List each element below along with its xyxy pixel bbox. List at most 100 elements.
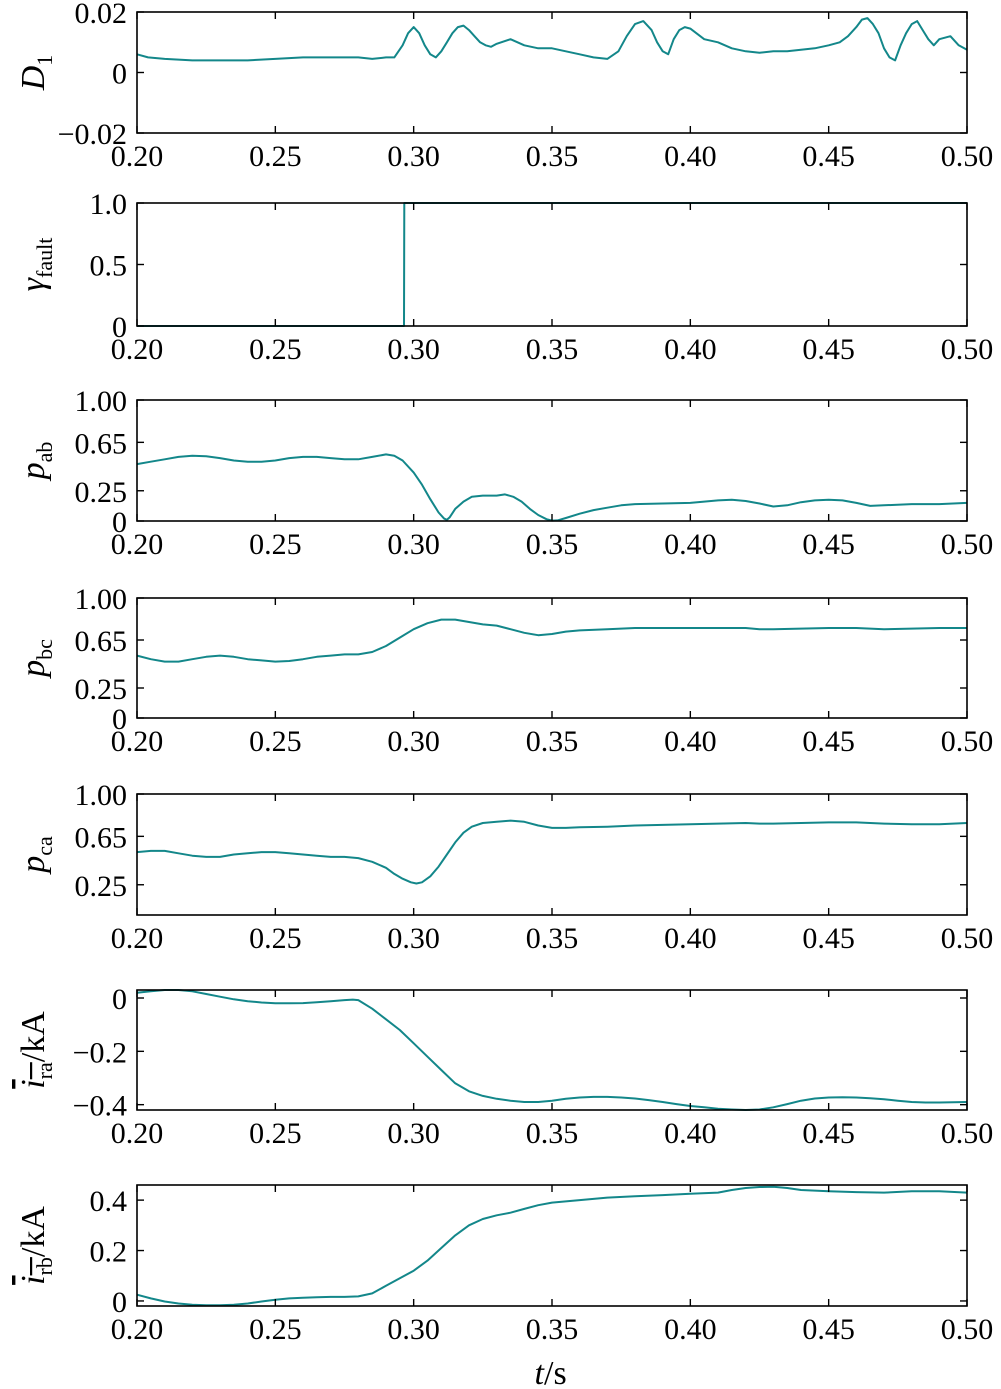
y-axis-label-symbol: i (15, 1275, 52, 1284)
x-tick-label: 0.50 (941, 1117, 994, 1150)
y-axis-label-symbol: i (15, 1079, 52, 1088)
y-axis-label-subscript: ca (32, 836, 57, 856)
x-tick-label: 0.40 (664, 922, 717, 955)
series-line-4-1 (136, 618, 967, 663)
series-line-6-1 (136, 989, 968, 1111)
y-tick-label: 0.02 (75, 0, 128, 30)
x-tick-label: 0.25 (249, 725, 302, 758)
series-line-7-1 (136, 1185, 968, 1307)
y-tick-label: 0 (112, 703, 127, 736)
y-axis-label: pab (15, 442, 57, 482)
x-tick-label: 0.40 (664, 1313, 717, 1346)
x-tick-label: 0.40 (664, 528, 717, 561)
y-tick-label: 1.00 (75, 779, 128, 812)
x-tick-label: 0.35 (526, 528, 579, 561)
x-tick-label: 0.35 (526, 1313, 579, 1346)
y-tick-label: −0.02 (58, 118, 127, 151)
y-tick-label: 0.25 (75, 870, 128, 903)
y-axis-label-subscript: rb (32, 1257, 57, 1275)
panel-2: 0.20 0.25 0.30 0.35 0.40 0.45 0.501.00.50γfaul… (15, 188, 993, 366)
x-tick-label: 0.25 (249, 333, 302, 366)
x-tick-label: 0.40 (664, 140, 717, 173)
x-tick-label: 0.50 (941, 140, 994, 173)
y-axis-label: D1 (15, 55, 57, 92)
y-tick-label: 1.0 (90, 188, 128, 221)
x-tick-label: 0.20 (111, 725, 164, 758)
y-axis-label: pbc (15, 639, 57, 679)
y-tick-label: 1.00 (75, 385, 128, 418)
y-axis-label: irb/kA (15, 1206, 57, 1285)
y-tick-label: 0.2 (90, 1236, 128, 1269)
y-axis-label: pca (15, 836, 57, 875)
y-axis-label: ira/kA (15, 1011, 57, 1089)
x-tick-label: 0.30 (387, 1117, 440, 1150)
x-tick-label: 0.50 (941, 333, 994, 366)
y-tick-label: 0 (112, 983, 127, 1016)
x-axis-unit: /s (544, 1355, 567, 1389)
y-axis-label-unit: /kA (15, 1206, 52, 1257)
x-tick-label: 0.40 (664, 725, 717, 758)
x-tick-label: 0.45 (802, 528, 855, 561)
x-tick-label: 0.20 (111, 333, 164, 366)
plot-frame (136, 989, 968, 1111)
series-line-1-1 (136, 17, 968, 62)
x-tick-label: 0.25 (249, 922, 302, 955)
y-tick-label: −0.4 (73, 1090, 127, 1123)
y-tick-label: 0.4 (90, 1185, 128, 1218)
x-tick-label: 0.25 (249, 140, 302, 173)
x-tick-label: 0.45 (802, 140, 855, 173)
x-tick-label: 0.50 (941, 528, 994, 561)
x-tick-label: 0.35 (526, 333, 579, 366)
x-tick-label: 0.20 (111, 1117, 164, 1150)
series-line-5-1 (136, 819, 968, 885)
y-tick-label: 0 (112, 58, 127, 91)
panel-4: 0.20 0.25 0.30 0.35 0.40 0.45 0.50 1.00 0.65 0.25… (15, 583, 993, 758)
series-line-2-1 (137, 202, 967, 327)
y-axis-label-subscript: ab (32, 442, 57, 463)
y-axis-label-unit: /kA (15, 1011, 52, 1062)
x-tick-label: 0.50 (941, 922, 994, 955)
y-tick-label: 0.25 (75, 673, 128, 706)
x-tick-label: 0.50 (941, 1313, 994, 1346)
x-tick-label: 0.30 (387, 725, 440, 758)
y-tick-label: 0.25 (75, 476, 128, 509)
x-tick-label: 0.20 (111, 528, 164, 561)
plot-frame (136, 793, 968, 916)
panel-7: 0.20 0.25 0.30 0.35 0.40 0.45 0.500.40.20irb/k… (15, 1184, 994, 1346)
y-axis-label-subscript: bc (32, 639, 57, 660)
y-axis-label-subscript: 1 (32, 55, 57, 66)
plot-frame (136, 597, 968, 719)
y-axis-label-symbol: p (15, 462, 52, 481)
y-axis-label-subscript: ra (32, 1062, 57, 1079)
y-tick-label: 0.65 (75, 427, 128, 460)
y-tick-label: −0.2 (73, 1036, 127, 1069)
y-axis-label-symbol: D (15, 65, 52, 91)
x-tick-label: 0.45 (802, 333, 855, 366)
x-tick-label: 0.25 (249, 528, 302, 561)
x-tick-label: 0.50 (941, 725, 994, 758)
x-tick-label: 0.30 (387, 922, 440, 955)
y-tick-label: 0 (112, 1286, 127, 1319)
x-tick-label: 0.30 (387, 333, 440, 366)
x-tick-label: 0.35 (526, 140, 579, 173)
x-tick-label: 0.30 (387, 140, 440, 173)
y-axis-label-symbol: p (15, 856, 52, 875)
y-axis-label-symbol: p (15, 660, 52, 679)
panel-3: 0.20 0.25 0.30 0.35 0.40 0.45 0.50 1.00 0.65 0.25… (15, 385, 993, 561)
x-tick-label: 0.35 (526, 1117, 579, 1150)
y-tick-label: 1.00 (75, 583, 128, 616)
x-tick-label: 0.45 (802, 1313, 855, 1346)
panel-5: 0.20 0.25 0.30 0.35 0.40 0.45 0.50 1.00 0.65 0.25… (15, 779, 993, 955)
x-tick-label: 0.20 (111, 1313, 164, 1346)
x-tick-label: 0.30 (387, 1313, 440, 1346)
x-tick-label: 0.45 (802, 922, 855, 955)
x-tick-label: 0.45 (802, 1117, 855, 1150)
plot-frame (136, 11, 968, 134)
series-line-3-1 (136, 453, 968, 522)
x-tick-label: 0.20 (111, 140, 164, 173)
x-tick-label: 0.35 (526, 725, 579, 758)
plot-frame (136, 399, 968, 522)
plot-frame (136, 202, 968, 327)
